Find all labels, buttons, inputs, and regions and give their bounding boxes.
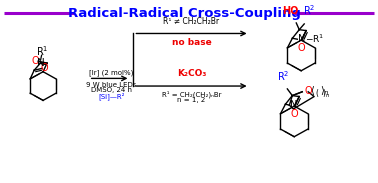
Text: 9 W blue LEDs: 9 W blue LEDs <box>87 82 137 88</box>
Text: R$^2$: R$^2$ <box>303 3 315 17</box>
Text: [Ir] (2 mol%): [Ir] (2 mol%) <box>89 70 134 76</box>
Text: Radical-Radical Cross-Coupling: Radical-Radical Cross-Coupling <box>68 7 301 20</box>
Text: R¹ = CH₂(CH₂)ₙBr: R¹ = CH₂(CH₂)ₙBr <box>162 91 221 98</box>
Text: n = 1, 2: n = 1, 2 <box>177 97 206 102</box>
Text: O: O <box>297 43 305 53</box>
Text: $\langle$  $\rangle_n$: $\langle$ $\rangle_n$ <box>310 84 330 98</box>
Text: O: O <box>290 109 298 119</box>
Text: [Si]—R²: [Si]—R² <box>98 93 125 100</box>
Text: N: N <box>37 58 45 68</box>
Text: O: O <box>304 86 312 96</box>
Text: $($  $)_n$: $($ $)_n$ <box>315 87 331 100</box>
Text: R$^1$: R$^1$ <box>36 44 49 58</box>
Text: N: N <box>298 34 306 44</box>
Text: no base: no base <box>172 38 211 47</box>
Text: DMSO, 24 h: DMSO, 24 h <box>91 87 132 93</box>
Text: HO: HO <box>282 6 299 16</box>
Text: O: O <box>40 63 48 73</box>
Text: K₂CO₃: K₂CO₃ <box>177 69 206 78</box>
Text: $-$R$^1$: $-$R$^1$ <box>305 33 325 45</box>
Text: R¹ ≠ CH₂CH₂Br: R¹ ≠ CH₂CH₂Br <box>163 17 220 26</box>
Text: O: O <box>31 56 39 66</box>
Text: N: N <box>290 100 298 110</box>
Text: R$^2$: R$^2$ <box>277 69 290 83</box>
